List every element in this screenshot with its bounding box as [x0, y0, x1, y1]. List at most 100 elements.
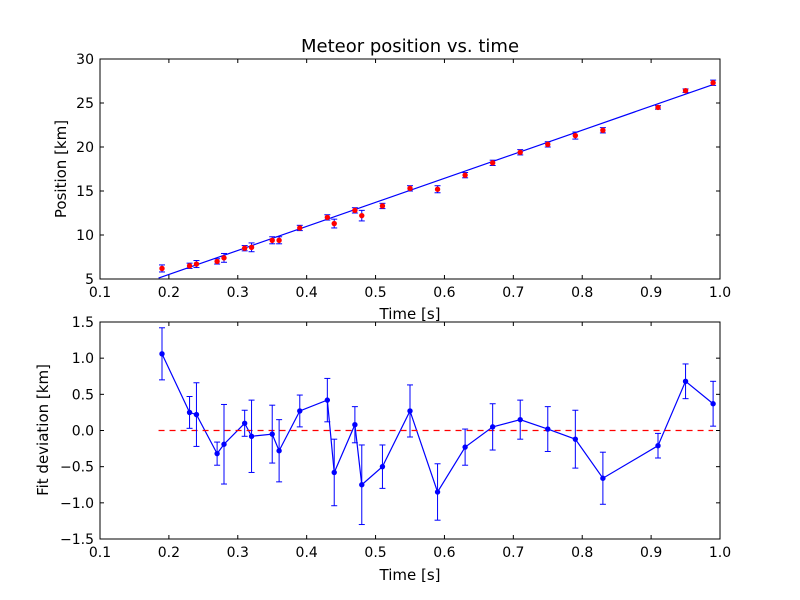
position-x-tick-label: 0.9: [640, 285, 662, 301]
deviation-x-tick-label: 0.5: [364, 545, 386, 561]
position-x-tick-label: 0.5: [364, 285, 386, 301]
deviation-y-tick-label: 0.0: [72, 424, 94, 440]
position-y-tick-label: 30: [76, 52, 94, 68]
data-point: [434, 489, 441, 495]
deviation-x-tick-label: 0.8: [571, 545, 593, 561]
data-point: [545, 426, 551, 432]
deviation-y-tick-label: 1.5: [72, 315, 94, 331]
data-point: [276, 448, 282, 454]
data-point: [379, 463, 386, 470]
deviation-y-tick-label: 0.5: [72, 387, 94, 403]
data-point: [682, 87, 689, 94]
deviation-y-tick-label: −1.0: [60, 496, 94, 512]
data-point: [600, 127, 606, 133]
deviation-axes-frame: [99, 321, 721, 540]
data-point: [214, 258, 220, 265]
position-plot-area: [158, 79, 717, 279]
data-point: [186, 409, 193, 416]
data-point: [517, 416, 523, 423]
position-y-tick-label: 5: [85, 272, 94, 288]
data-point: [489, 160, 496, 166]
deviation-x-tick-label: 0.4: [296, 545, 318, 561]
data-point: [462, 172, 468, 178]
data-point: [434, 186, 441, 192]
data-point: [572, 436, 579, 442]
deviation-x-tick-label: 0.1: [89, 545, 111, 561]
deviation-x-tick-label: 0.6: [433, 545, 455, 561]
data-point: [276, 237, 282, 243]
deviation-x-tick-label: 0.3: [227, 545, 249, 561]
deviation-y-tick-label: 1.0: [72, 351, 94, 367]
position-axes-frame: [99, 58, 721, 280]
deviation-y-axis-label: Fit deviation [km]: [34, 364, 52, 496]
data-point: [241, 245, 248, 251]
data-point: [324, 397, 331, 403]
data-point: [489, 424, 496, 430]
position-y-tick-label: 15: [76, 184, 94, 200]
deviation-x-tick-label: 1.0: [709, 545, 731, 561]
deviation-x-tick-label: 0.7: [502, 545, 524, 561]
data-point: [352, 207, 358, 214]
position-ticks: 0.1 0.2 0.3 0.4 0.5 0.6 0.7 0.8 0.9 1.0 5 10 15 20 25 3…: [76, 52, 731, 301]
data-point: [545, 141, 551, 148]
data-point: [379, 203, 386, 209]
chart-title: Meteor position vs. time: [301, 36, 519, 57]
data-point: [352, 422, 358, 428]
data-point: [159, 351, 165, 357]
data-point: [600, 475, 606, 481]
data-point: [407, 408, 413, 414]
position-x-tick-label: 1.0: [709, 285, 731, 301]
position-chart: Meteor position vs. time 0.1 0.2 0.3 0.4 0.5…: [52, 36, 731, 323]
data-point: [331, 220, 337, 227]
position-x-tick-label: 0.7: [502, 285, 524, 301]
data-point: [517, 149, 523, 155]
data-point: [359, 482, 365, 488]
position-y-tick-label: 10: [76, 228, 94, 244]
position-x-tick-label: 0.8: [571, 285, 593, 301]
position-y-axis-label: Position [km]: [52, 120, 70, 218]
position-y-tick-label: 25: [76, 96, 94, 112]
data-point: [462, 444, 468, 450]
position-x-tick-label: 0.4: [296, 285, 318, 301]
data-point: [193, 261, 200, 267]
data-point: [710, 401, 716, 407]
data-point: [655, 104, 661, 111]
data-point: [269, 237, 275, 243]
data-point: [221, 255, 227, 261]
data-point: [407, 185, 413, 192]
position-x-tick-label: 0.2: [158, 285, 180, 301]
deviation-plot-area: [158, 327, 717, 526]
deviation-x-tick-label: 0.9: [640, 545, 662, 561]
data-point: [682, 378, 689, 385]
deviation-y-tick-label: −1.5: [60, 532, 94, 548]
data-point: [331, 469, 337, 476]
data-point: [324, 214, 331, 221]
data-point: [221, 441, 227, 447]
data-point: [572, 132, 579, 139]
deviation-x-axis-label: Time [s]: [379, 566, 441, 584]
position-y-tick-label: 20: [76, 140, 94, 156]
data-point: [241, 420, 248, 426]
data-point: [269, 431, 275, 437]
data-point: [297, 408, 303, 414]
data-point: [186, 263, 193, 269]
data-point: [655, 442, 661, 449]
data-point: [710, 80, 716, 86]
position-x-axis-label: Time [s]: [379, 305, 441, 323]
position-x-tick-label: 0.6: [433, 285, 455, 301]
data-point: [193, 411, 200, 418]
data-point: [248, 244, 255, 251]
data-point: [214, 450, 220, 457]
deviation-x-tick-label: 0.2: [158, 545, 180, 561]
data-point: [248, 433, 255, 439]
data-point: [359, 212, 365, 219]
data-point: [159, 265, 165, 272]
deviation-series-line: [161, 353, 714, 494]
position-x-tick-label: 0.3: [227, 285, 249, 301]
data-point: [297, 225, 303, 231]
deviation-y-tick-label: −0.5: [60, 460, 94, 476]
deviation-chart: 0.1 0.2 0.3 0.4 0.5 0.6 0.7 0.8 0.9 1.0 −1.5 −1.0 −0…: [34, 315, 731, 584]
position-x-tick-label: 0.1: [89, 285, 111, 301]
